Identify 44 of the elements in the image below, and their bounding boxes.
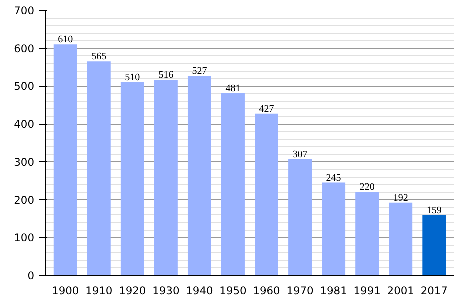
data-label: 245 — [326, 172, 342, 184]
data-label: 159 — [426, 205, 442, 216]
data-label: 510 — [125, 72, 140, 84]
y-tick-label: 300 — [14, 156, 35, 169]
x-tick-label: 1900 — [52, 284, 80, 298]
data-label: 481 — [226, 83, 241, 94]
x-tick-label: 1910 — [86, 284, 113, 298]
y-tick-label: 200 — [14, 194, 35, 207]
x-tick-label: 2017 — [420, 284, 448, 298]
bar — [120, 82, 144, 276]
data-label: 307 — [292, 149, 308, 160]
y-tick-label: 600 — [14, 42, 35, 56]
bar — [54, 44, 78, 276]
y-tick-label: 500 — [14, 80, 35, 94]
x-tick-label: 2001 — [387, 284, 414, 298]
bar — [87, 62, 111, 276]
bar — [322, 182, 346, 276]
data-label: 192 — [393, 192, 408, 204]
x-tick-label: 1991 — [354, 284, 381, 298]
x-tick-label: 1950 — [220, 284, 248, 298]
x-tick-label: 1970 — [286, 284, 314, 298]
bar — [356, 192, 380, 276]
y-tick-label: 0 — [28, 270, 35, 282]
y-tick-label: 700 — [14, 4, 35, 18]
bar — [255, 114, 278, 276]
data-label: 220 — [360, 182, 375, 194]
bar — [389, 202, 413, 276]
y-tick-label: 100 — [14, 232, 35, 245]
data-label: 565 — [92, 52, 107, 63]
data-label: 427 — [259, 104, 274, 115]
data-label: 516 — [158, 70, 174, 82]
x-tick-label: 1960 — [253, 284, 281, 298]
x-tick-label: 1940 — [186, 284, 214, 298]
x-tick-label: 1981 — [320, 284, 348, 298]
data-label: 527 — [192, 66, 208, 77]
y-tick-label: 400 — [14, 118, 35, 132]
x-tick-label: 1930 — [152, 284, 180, 298]
bar — [288, 159, 312, 276]
x-tick-label: 1920 — [119, 284, 146, 298]
bar — [188, 76, 212, 276]
data-label: 610 — [58, 34, 74, 46]
bar — [222, 93, 245, 276]
bar — [422, 215, 446, 276]
bar — [154, 80, 178, 276]
